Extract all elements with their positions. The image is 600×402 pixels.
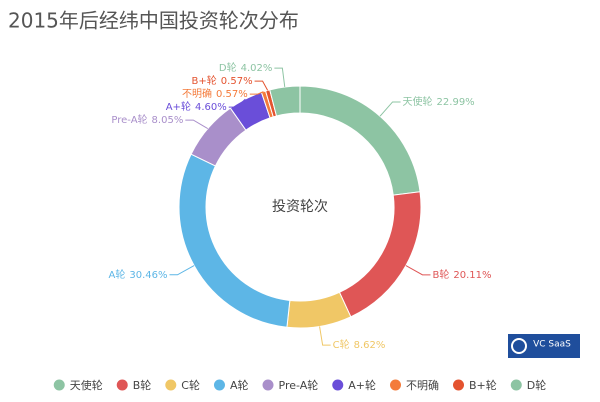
data-label-value: 22.99%: [437, 97, 475, 108]
logo-icon: [511, 338, 527, 354]
legend-item: D轮: [510, 378, 546, 392]
leader-line: [274, 67, 286, 88]
data-label-value: 4.60%: [195, 102, 227, 113]
donut-slice: [178, 153, 291, 328]
leader-line: [254, 80, 269, 91]
legend-label: B轮: [133, 378, 152, 392]
data-label-value: 0.57%: [221, 76, 253, 87]
leader-line: [249, 91, 264, 95]
leader-line: [379, 101, 401, 117]
legend-marker: [332, 379, 344, 391]
donut-slice: [338, 191, 422, 318]
legend-marker: [390, 379, 402, 391]
legend-label: D轮: [527, 378, 546, 392]
legend-label: A轮: [230, 378, 249, 392]
data-label: B+轮 0.57%: [192, 74, 253, 87]
leader-line: [185, 119, 209, 130]
data-label-name: C轮: [333, 338, 350, 351]
leader-line: [319, 326, 331, 346]
legend-marker: [116, 379, 128, 391]
data-label-name: A+轮: [166, 100, 191, 113]
data-label-name: Pre-A轮: [111, 113, 147, 126]
legend-label: Pre-A轮: [279, 378, 319, 392]
chart-title: 2015年后经纬中国投资轮次分布: [8, 9, 299, 33]
data-label-name: 天使轮: [403, 95, 433, 108]
data-label: 不明确 0.57%: [182, 87, 248, 100]
legend-item: Pre-A轮: [262, 378, 319, 392]
legend-label: C轮: [181, 378, 200, 392]
data-label-value: 8.05%: [152, 115, 184, 126]
data-label-name: B轮: [432, 268, 449, 281]
data-label-value: 0.57%: [216, 89, 248, 100]
data-label-name: B+轮: [192, 74, 217, 87]
data-label: C轮 8.62%: [333, 338, 386, 351]
data-label: A轮 30.46%: [109, 268, 168, 281]
legend-label: B+轮: [469, 378, 497, 392]
legend-item: B轮: [116, 378, 152, 392]
data-label: D轮 4.02%: [219, 61, 272, 74]
legend-label: A+轮: [348, 378, 376, 392]
data-label-name: A轮: [109, 268, 126, 281]
legend-marker: [53, 379, 65, 391]
data-label-value: 30.46%: [129, 270, 167, 281]
legend-marker: [453, 379, 465, 391]
legend-marker: [510, 379, 522, 391]
center-label: 投资轮次: [272, 199, 328, 215]
data-label: Pre-A轮 8.05%: [111, 113, 183, 126]
legend-marker: [262, 379, 274, 391]
legend-item: C轮: [165, 378, 200, 392]
data-label-name: D轮: [219, 61, 237, 74]
legend-item: A轮: [213, 378, 249, 392]
legend-item: B+轮: [453, 378, 497, 392]
logo: VC SaaS: [508, 334, 580, 358]
donut-slice: [286, 291, 352, 329]
logo-box: [508, 334, 580, 358]
leader-line: [228, 98, 246, 108]
legend-label: 天使轮: [70, 378, 103, 392]
legend-item: A+轮: [332, 378, 376, 392]
data-label-value: 4.02%: [241, 63, 273, 74]
legend-marker: [165, 379, 177, 391]
legend-item: 不明确: [390, 379, 439, 392]
data-label: A+轮 4.60%: [166, 100, 227, 113]
leader-line: [169, 265, 195, 276]
legend-marker: [213, 379, 225, 391]
legend-item: 天使轮: [53, 378, 103, 392]
data-label-name: 不明确: [182, 87, 212, 100]
data-label-value: 8.62%: [354, 340, 386, 351]
leader-line: [405, 265, 431, 276]
data-label: 天使轮 22.99%: [403, 95, 475, 108]
data-label: B轮 20.11%: [432, 268, 491, 281]
legend-label: 不明确: [406, 379, 439, 392]
data-label-value: 20.11%: [453, 270, 491, 281]
donut-slice: [269, 85, 301, 117]
logo-text: VC SaaS: [533, 340, 571, 350]
